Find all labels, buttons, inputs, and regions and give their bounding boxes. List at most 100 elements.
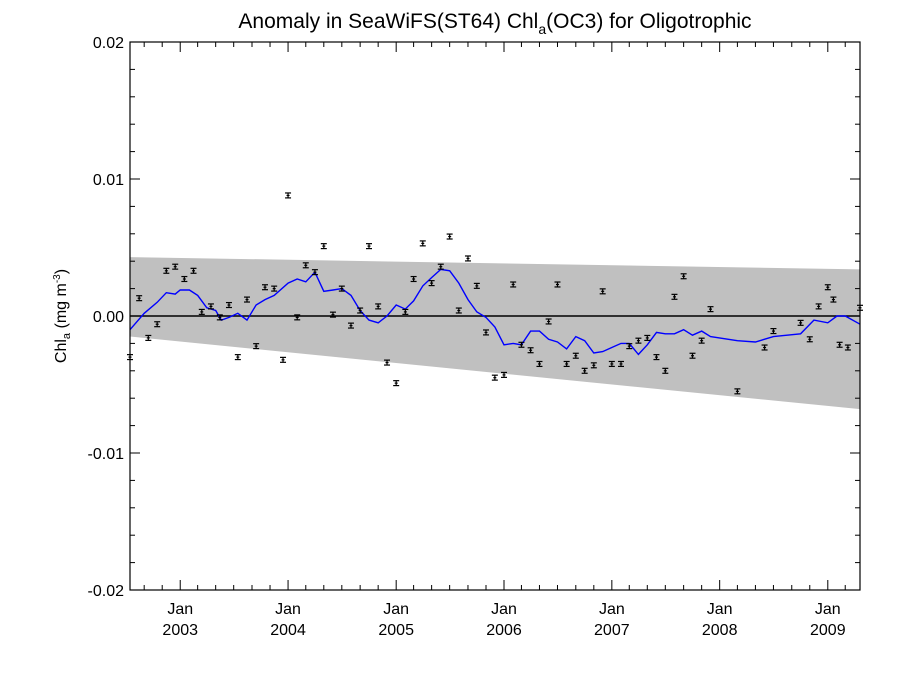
- data-point: [198, 308, 205, 315]
- uncertainty-band-layer: [130, 257, 860, 410]
- data-point: [626, 343, 633, 350]
- data-point: [294, 314, 301, 321]
- ylabel-unit-post: ): [53, 269, 70, 274]
- data-point: [393, 380, 400, 387]
- data-point: [338, 285, 345, 292]
- data-point: [181, 275, 188, 283]
- data-point: [671, 293, 678, 300]
- data-point: [320, 243, 327, 250]
- y-tick-label: 0.00: [93, 309, 124, 326]
- data-point: [770, 328, 777, 335]
- data-point: [190, 267, 197, 274]
- data-point: [464, 255, 471, 262]
- data-points-layer: [127, 192, 863, 395]
- tick-labels-layer: 0.02 0.01 0.00 -0.01 -0.02 Jan 2003 Jan 2004 Jan 2…: [88, 35, 846, 639]
- title-subscript: a: [538, 21, 546, 37]
- data-point: [806, 336, 813, 343]
- data-point: [689, 352, 696, 359]
- y-axis-label: Chla (mg m-3): [52, 269, 73, 363]
- x-tick-label-month: Jan: [599, 601, 625, 618]
- data-point: [572, 352, 579, 359]
- y-tick-label: -0.02: [88, 583, 125, 600]
- data-point: [402, 308, 409, 315]
- data-point: [653, 354, 660, 361]
- data-point: [581, 367, 588, 374]
- x-tick-label-month: Jan: [383, 601, 409, 618]
- data-point: [617, 360, 624, 368]
- x-tick-label-year: 2008: [702, 622, 738, 639]
- data-point: [501, 371, 508, 378]
- data-point: [590, 362, 597, 369]
- y-tick-label: 0.02: [93, 35, 124, 52]
- data-point: [366, 243, 373, 250]
- data-point: [662, 367, 669, 374]
- data-point: [302, 262, 309, 269]
- x-tick-label-year: 2003: [162, 622, 198, 639]
- data-point: [554, 281, 561, 288]
- data-point: [680, 273, 687, 280]
- x-tick-label-year: 2009: [810, 622, 846, 639]
- data-point: [482, 329, 489, 336]
- ylabel-subscript: a: [61, 332, 73, 339]
- y-tick-label: 0.01: [93, 172, 124, 189]
- data-point: [797, 319, 804, 326]
- data-point: [608, 360, 615, 368]
- data-point: [527, 347, 534, 354]
- data-point: [635, 337, 642, 344]
- data-point: [384, 359, 391, 366]
- title-prefix: Anomaly in SeaWiFS(ST64) Chl: [238, 10, 538, 33]
- x-tick-label-month: Jan: [491, 601, 517, 618]
- data-point: [455, 307, 462, 314]
- data-point: [410, 275, 417, 283]
- smoothed-line-layer: [129, 268, 861, 356]
- data-point: [428, 280, 435, 287]
- data-point: [216, 314, 223, 321]
- data-point: [207, 303, 214, 310]
- data-point: [563, 360, 570, 368]
- x-tick-label-month: Jan: [167, 601, 193, 618]
- data-point: [644, 334, 651, 341]
- axis-ticks-layer: [130, 41, 860, 591]
- data-point: [761, 344, 768, 351]
- data-point: [357, 307, 364, 314]
- data-point: [262, 284, 269, 291]
- data-point: [311, 269, 318, 276]
- data-point: [491, 374, 498, 381]
- data-point: [599, 288, 606, 295]
- data-point: [510, 281, 517, 288]
- data-point: [815, 303, 822, 310]
- x-tick-label-year: 2006: [486, 622, 522, 639]
- ylabel-superscript: -3: [52, 274, 63, 283]
- data-point: [707, 306, 714, 313]
- data-point: [375, 303, 382, 310]
- data-point: [824, 284, 831, 291]
- data-point: [536, 360, 543, 368]
- x-tick-label-year: 2007: [594, 622, 630, 639]
- data-point: [734, 388, 741, 395]
- uncertainty-band: [130, 257, 860, 410]
- x-tick-label-year: 2005: [378, 622, 414, 639]
- ylabel-unit-pre: (mg m: [53, 283, 70, 333]
- data-point: [285, 192, 292, 199]
- data-point: [698, 337, 705, 344]
- x-tick-label-month: Jan: [275, 601, 301, 618]
- data-point: [154, 321, 161, 328]
- data-point: [473, 282, 480, 289]
- data-point: [253, 343, 260, 350]
- data-point: [280, 356, 287, 363]
- data-point: [329, 311, 336, 318]
- data-point: [271, 285, 278, 292]
- data-point: [437, 263, 444, 270]
- chart-title: Anomaly in SeaWiFS(ST64) Chla(OC3) for O…: [238, 10, 751, 37]
- data-point: [172, 263, 179, 270]
- data-point: [243, 296, 250, 303]
- x-tick-label-year: 2004: [270, 622, 306, 639]
- data-point: [844, 344, 851, 351]
- data-point: [347, 322, 354, 329]
- data-point: [234, 354, 241, 361]
- data-point: [225, 301, 232, 309]
- data-point: [545, 318, 552, 325]
- x-tick-label-month: Jan: [815, 601, 841, 618]
- smoothed-series-line: [129, 268, 861, 356]
